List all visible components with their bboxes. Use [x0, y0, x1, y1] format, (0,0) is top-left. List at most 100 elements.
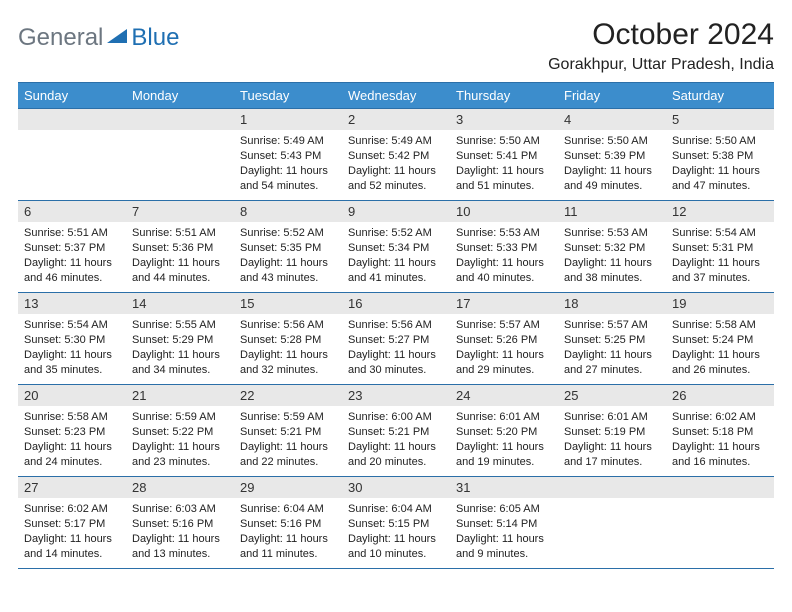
day-number: 23 — [342, 385, 450, 406]
dayname-mon: Monday — [126, 83, 234, 109]
calendar-cell — [126, 109, 234, 201]
day-body: Sunrise: 6:03 AMSunset: 5:16 PMDaylight:… — [126, 498, 234, 565]
day-body: Sunrise: 5:59 AMSunset: 5:21 PMDaylight:… — [234, 406, 342, 473]
day-number: 7 — [126, 201, 234, 222]
calendar-cell: 13Sunrise: 5:54 AMSunset: 5:30 PMDayligh… — [18, 293, 126, 385]
day-body: Sunrise: 5:54 AMSunset: 5:31 PMDaylight:… — [666, 222, 774, 289]
day-number: 21 — [126, 385, 234, 406]
day-body: Sunrise: 5:53 AMSunset: 5:33 PMDaylight:… — [450, 222, 558, 289]
calendar-row: 27Sunrise: 6:02 AMSunset: 5:17 PMDayligh… — [18, 477, 774, 569]
calendar-cell: 30Sunrise: 6:04 AMSunset: 5:15 PMDayligh… — [342, 477, 450, 569]
calendar-cell: 4Sunrise: 5:50 AMSunset: 5:39 PMDaylight… — [558, 109, 666, 201]
logo-text-blue: Blue — [131, 24, 179, 52]
day-number: 15 — [234, 293, 342, 314]
day-body: Sunrise: 5:50 AMSunset: 5:38 PMDaylight:… — [666, 130, 774, 197]
day-number: 28 — [126, 477, 234, 498]
day-body: Sunrise: 6:04 AMSunset: 5:16 PMDaylight:… — [234, 498, 342, 565]
calendar-row: 20Sunrise: 5:58 AMSunset: 5:23 PMDayligh… — [18, 385, 774, 477]
day-number-empty — [558, 477, 666, 498]
calendar-cell: 10Sunrise: 5:53 AMSunset: 5:33 PMDayligh… — [450, 201, 558, 293]
dayname-row: Sunday Monday Tuesday Wednesday Thursday… — [18, 83, 774, 109]
dayname-fri: Friday — [558, 83, 666, 109]
calendar-table: Sunday Monday Tuesday Wednesday Thursday… — [18, 82, 774, 569]
location-text: Gorakhpur, Uttar Pradesh, India — [548, 56, 774, 74]
day-body: Sunrise: 6:01 AMSunset: 5:20 PMDaylight:… — [450, 406, 558, 473]
calendar-cell: 6Sunrise: 5:51 AMSunset: 5:37 PMDaylight… — [18, 201, 126, 293]
dayname-sat: Saturday — [666, 83, 774, 109]
calendar-cell: 16Sunrise: 5:56 AMSunset: 5:27 PMDayligh… — [342, 293, 450, 385]
day-number: 2 — [342, 109, 450, 130]
calendar-cell: 8Sunrise: 5:52 AMSunset: 5:35 PMDaylight… — [234, 201, 342, 293]
day-body: Sunrise: 6:05 AMSunset: 5:14 PMDaylight:… — [450, 498, 558, 565]
day-number: 25 — [558, 385, 666, 406]
day-number: 16 — [342, 293, 450, 314]
calendar-cell: 15Sunrise: 5:56 AMSunset: 5:28 PMDayligh… — [234, 293, 342, 385]
day-body: Sunrise: 6:02 AMSunset: 5:18 PMDaylight:… — [666, 406, 774, 473]
day-body: Sunrise: 5:54 AMSunset: 5:30 PMDaylight:… — [18, 314, 126, 381]
day-number: 10 — [450, 201, 558, 222]
day-number: 22 — [234, 385, 342, 406]
day-body: Sunrise: 5:58 AMSunset: 5:23 PMDaylight:… — [18, 406, 126, 473]
day-number: 30 — [342, 477, 450, 498]
day-body: Sunrise: 5:55 AMSunset: 5:29 PMDaylight:… — [126, 314, 234, 381]
day-number-empty — [666, 477, 774, 498]
day-body: Sunrise: 6:02 AMSunset: 5:17 PMDaylight:… — [18, 498, 126, 565]
day-body: Sunrise: 5:57 AMSunset: 5:25 PMDaylight:… — [558, 314, 666, 381]
day-number-empty — [18, 109, 126, 130]
day-number: 4 — [558, 109, 666, 130]
day-number: 26 — [666, 385, 774, 406]
calendar-cell: 20Sunrise: 5:58 AMSunset: 5:23 PMDayligh… — [18, 385, 126, 477]
logo: General Blue — [18, 18, 179, 52]
day-number: 19 — [666, 293, 774, 314]
day-body: Sunrise: 6:01 AMSunset: 5:19 PMDaylight:… — [558, 406, 666, 473]
day-number: 6 — [18, 201, 126, 222]
calendar-cell: 17Sunrise: 5:57 AMSunset: 5:26 PMDayligh… — [450, 293, 558, 385]
day-body: Sunrise: 5:57 AMSunset: 5:26 PMDaylight:… — [450, 314, 558, 381]
calendar-row: 6Sunrise: 5:51 AMSunset: 5:37 PMDaylight… — [18, 201, 774, 293]
calendar-cell: 31Sunrise: 6:05 AMSunset: 5:14 PMDayligh… — [450, 477, 558, 569]
day-body: Sunrise: 6:00 AMSunset: 5:21 PMDaylight:… — [342, 406, 450, 473]
day-body: Sunrise: 5:51 AMSunset: 5:37 PMDaylight:… — [18, 222, 126, 289]
day-body: Sunrise: 5:52 AMSunset: 5:34 PMDaylight:… — [342, 222, 450, 289]
calendar-cell: 3Sunrise: 5:50 AMSunset: 5:41 PMDaylight… — [450, 109, 558, 201]
calendar-cell — [18, 109, 126, 201]
day-body: Sunrise: 5:52 AMSunset: 5:35 PMDaylight:… — [234, 222, 342, 289]
calendar-cell: 12Sunrise: 5:54 AMSunset: 5:31 PMDayligh… — [666, 201, 774, 293]
day-number: 9 — [342, 201, 450, 222]
calendar-cell: 26Sunrise: 6:02 AMSunset: 5:18 PMDayligh… — [666, 385, 774, 477]
day-number: 27 — [18, 477, 126, 498]
dayname-tue: Tuesday — [234, 83, 342, 109]
calendar-cell: 9Sunrise: 5:52 AMSunset: 5:34 PMDaylight… — [342, 201, 450, 293]
day-body: Sunrise: 5:49 AMSunset: 5:42 PMDaylight:… — [342, 130, 450, 197]
day-number: 14 — [126, 293, 234, 314]
calendar-cell: 1Sunrise: 5:49 AMSunset: 5:43 PMDaylight… — [234, 109, 342, 201]
day-number-empty — [126, 109, 234, 130]
day-number: 18 — [558, 293, 666, 314]
day-body: Sunrise: 5:59 AMSunset: 5:22 PMDaylight:… — [126, 406, 234, 473]
day-number: 1 — [234, 109, 342, 130]
calendar-cell: 25Sunrise: 6:01 AMSunset: 5:19 PMDayligh… — [558, 385, 666, 477]
calendar-cell: 19Sunrise: 5:58 AMSunset: 5:24 PMDayligh… — [666, 293, 774, 385]
title-block: October 2024 Gorakhpur, Uttar Pradesh, I… — [548, 18, 774, 74]
logo-triangle-icon — [107, 27, 129, 50]
day-number: 11 — [558, 201, 666, 222]
day-number: 24 — [450, 385, 558, 406]
calendar-cell: 27Sunrise: 6:02 AMSunset: 5:17 PMDayligh… — [18, 477, 126, 569]
day-body: Sunrise: 5:56 AMSunset: 5:28 PMDaylight:… — [234, 314, 342, 381]
calendar-cell: 18Sunrise: 5:57 AMSunset: 5:25 PMDayligh… — [558, 293, 666, 385]
calendar-cell: 28Sunrise: 6:03 AMSunset: 5:16 PMDayligh… — [126, 477, 234, 569]
calendar-cell: 29Sunrise: 6:04 AMSunset: 5:16 PMDayligh… — [234, 477, 342, 569]
calendar-cell: 23Sunrise: 6:00 AMSunset: 5:21 PMDayligh… — [342, 385, 450, 477]
calendar-cell: 14Sunrise: 5:55 AMSunset: 5:29 PMDayligh… — [126, 293, 234, 385]
header: General Blue October 2024 Gorakhpur, Utt… — [18, 18, 774, 74]
day-number: 13 — [18, 293, 126, 314]
day-number: 8 — [234, 201, 342, 222]
day-body: Sunrise: 5:50 AMSunset: 5:39 PMDaylight:… — [558, 130, 666, 197]
dayname-thu: Thursday — [450, 83, 558, 109]
day-number: 5 — [666, 109, 774, 130]
day-body: Sunrise: 6:04 AMSunset: 5:15 PMDaylight:… — [342, 498, 450, 565]
dayname-sun: Sunday — [18, 83, 126, 109]
day-number: 20 — [18, 385, 126, 406]
calendar-cell: 11Sunrise: 5:53 AMSunset: 5:32 PMDayligh… — [558, 201, 666, 293]
day-body: Sunrise: 5:50 AMSunset: 5:41 PMDaylight:… — [450, 130, 558, 197]
